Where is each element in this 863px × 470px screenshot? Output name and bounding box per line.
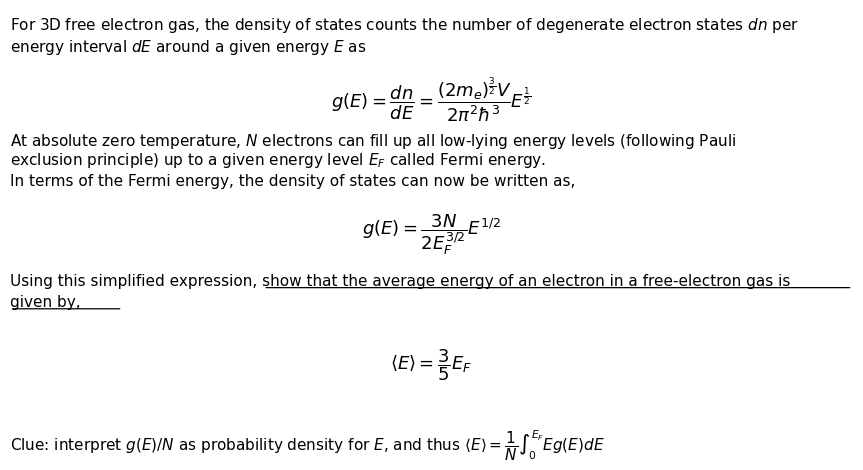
Text: Clue: interpret $g(E)/N$ as probability density for $E$, and thus $\langle E\ran: Clue: interpret $g(E)/N$ as probability … [10, 429, 605, 463]
Text: In terms of the Fermi energy, the density of states can now be written as,: In terms of the Fermi energy, the densit… [10, 174, 576, 189]
Text: Using this simplified expression, show that the average energy of an electron in: Using this simplified expression, show t… [10, 274, 791, 289]
Text: For 3D free electron gas, the density of states counts the number of degenerate : For 3D free electron gas, the density of… [10, 16, 799, 35]
Text: energy interval $dE$ around a given energy $E$ as: energy interval $dE$ around a given ener… [10, 38, 367, 56]
Text: exclusion principle) up to a given energy level $E_F$ called Fermi energy.: exclusion principle) up to a given energ… [10, 151, 546, 170]
Text: $g(E) = \dfrac{dn}{dE} = \dfrac{(2m_e)^{\frac{3}{2}}V}{2\pi^2\hbar^3} E^{\frac{1: $g(E) = \dfrac{dn}{dE} = \dfrac{(2m_e)^{… [331, 75, 532, 124]
Text: At absolute zero temperature, $N$ electrons can fill up all low-lying energy lev: At absolute zero temperature, $N$ electr… [10, 132, 737, 150]
Text: given by,: given by, [10, 295, 81, 310]
Text: $g(E) = \dfrac{3N}{2E_F^{3/2}} E^{1/2}$: $g(E) = \dfrac{3N}{2E_F^{3/2}} E^{1/2}$ [362, 212, 501, 257]
Text: $\langle E\rangle = \dfrac{3}{5} E_F$: $\langle E\rangle = \dfrac{3}{5} E_F$ [390, 347, 473, 383]
